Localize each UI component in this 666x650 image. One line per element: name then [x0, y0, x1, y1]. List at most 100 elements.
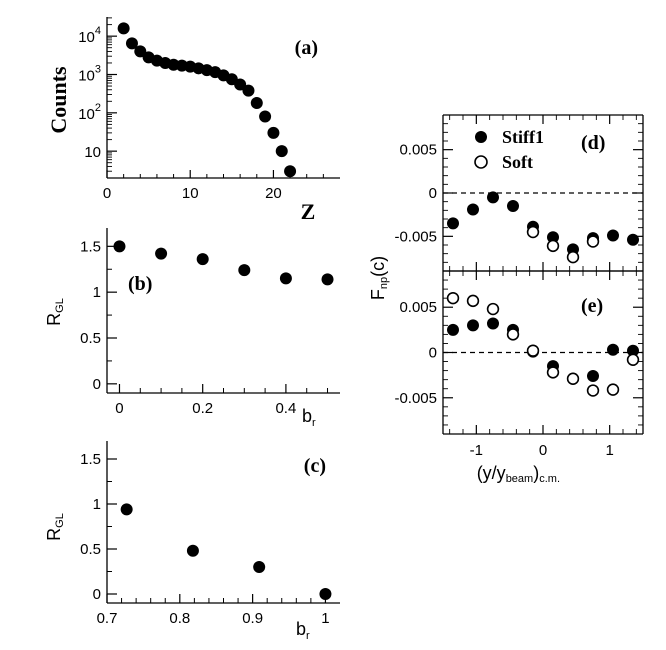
panel-b-data-point-5 [321, 273, 334, 286]
panel-e-xlabel: (y/ybeam)c.m. [477, 463, 560, 485]
panel-c-ytick-label-2: 1 [93, 496, 101, 513]
panel-a-ytick-exp-0: 4 [95, 25, 101, 37]
panel-a-ytick-exp-2: 2 [95, 102, 101, 114]
panel-d-soft-point-2 [566, 250, 580, 264]
panel-a-label: (a) [295, 37, 318, 59]
panel-a-data-point-17 [259, 110, 272, 123]
panel-a-data-point-2 [134, 45, 147, 58]
panel-d-ytick-label-0: -0.005 [394, 228, 437, 245]
panel-b-label: (b) [128, 273, 152, 295]
panel-a-ytick-base-2: 10 [78, 106, 95, 123]
panel-a-data-point-18 [267, 126, 280, 139]
panel-d: -0.005 0 0.005 [394, 114, 644, 272]
panel-a-xtick-label-1: 10 [182, 185, 199, 202]
panel-e-xtick-label-1: 0 [539, 442, 547, 459]
panel-e-soft-point-4 [526, 344, 540, 357]
panel-a-data-point-20 [284, 165, 297, 178]
panel-e-stiff1-point-0 [447, 323, 459, 336]
fnp-ylabel-sub: np [378, 277, 390, 289]
panel-b-ytick-label-3: 1.5 [80, 238, 101, 255]
panel-a-data-point-1 [125, 37, 138, 50]
panel-b-xlabel-main: b [302, 406, 312, 426]
panel-b-data-point-0 [113, 240, 126, 253]
panel-e-xtick-label-2: 1 [605, 442, 613, 459]
panel-b-data-point-4 [279, 272, 292, 285]
panel-c-data-point-2 [253, 561, 266, 573]
panel-e-xlabel-main: (y/y [477, 463, 506, 483]
panel-e-stiff1-point-1 [467, 319, 479, 332]
panel-a-data-point-14 [234, 78, 247, 91]
panel-d-stiff1-point-9 [627, 233, 639, 246]
panel-e-soft-point-8 [606, 383, 620, 396]
panel-e-soft-point-5 [546, 366, 560, 379]
panel-b-ylabel-sub: GL [54, 298, 66, 313]
panel-c-ylabel-sub: GL [54, 513, 66, 528]
panel-a-data-point-16 [250, 97, 263, 110]
panel-a-ytick-label-1: 103 [78, 64, 101, 85]
panel-e-xlabel-sub: beam [506, 473, 534, 485]
panel-b-ylabel-main: R [44, 313, 64, 326]
panel-b-xtick-label-0: 0 [115, 400, 123, 417]
panel-d-stiff1-point-0 [447, 217, 459, 230]
panel-e-soft-point-7 [586, 384, 600, 397]
panel-a-ytick-label-3: 10 [84, 144, 101, 161]
panel-e-soft-point-6 [566, 372, 580, 385]
panel-a-ytick-base-0: 10 [78, 29, 95, 46]
panel-a-xtick-label-2: 20 [265, 185, 282, 202]
panel-c: 0.7 0.8 0.9 1 0 0.5 1 1.5 [80, 441, 340, 627]
panel-c-ytick-label-0: 0 [93, 586, 101, 603]
panel-e-ytick-label-0: -0.005 [394, 390, 437, 407]
legend-filled-label: Stiff1 [502, 127, 544, 147]
panel-a-data-point-19 [275, 145, 288, 158]
panel-d-soft-point-0 [526, 225, 540, 239]
panel-b-xlabel: br [302, 406, 316, 429]
panel-c-ytick-label-3: 1.5 [80, 451, 101, 468]
fnp-ylabel-main: F [368, 289, 388, 300]
fnp-ylabel-suffix: (c) [368, 256, 388, 277]
panel-a-ytick-base-3: 10 [84, 144, 101, 161]
legend-open-label: Soft [502, 152, 533, 172]
panel-c-xlabel-sub: r [306, 630, 310, 642]
panel-b-ytick-label-2: 1 [93, 284, 101, 301]
legend-open-marker [474, 155, 488, 169]
panel-d-soft-point-3 [586, 235, 600, 248]
legend-filled-marker [475, 131, 487, 143]
panel-d-soft-point-1 [546, 239, 560, 253]
panel-c-ylabel: RGL [44, 513, 66, 541]
panel-d-label: (d) [581, 132, 605, 154]
panel-a-ytick-label-0: 104 [78, 25, 101, 46]
panel-c-xlabel: br [296, 619, 310, 642]
panel-c-label: (c) [304, 455, 326, 477]
panel-c-xtick-label-2: 0.9 [242, 610, 263, 627]
panel-e-stiff1-point-7 [587, 370, 599, 383]
panel-e-soft-point-9 [626, 353, 640, 366]
panel-b-data-point-3 [238, 264, 251, 277]
panel-b-ylabel: RGL [44, 298, 66, 326]
panel-b-data-point-1 [155, 247, 168, 260]
panel-e-stiff1-point-8 [607, 343, 619, 356]
panel-a-data-point-15 [242, 84, 255, 97]
panel-a-ytick-exp-1: 3 [95, 64, 101, 76]
panel-c-xlabel-main: b [296, 619, 306, 639]
panel-b-ytick-label-1: 0.5 [80, 330, 101, 347]
panel-b-xlabel-sub: r [312, 417, 316, 429]
panel-e-stiff1-point-9 [627, 344, 639, 357]
panel-e: -0.005 0 0.005 -1 0 1 [394, 270, 644, 459]
panel-e-xtick-label-0: -1 [470, 442, 483, 459]
fnp-ylabel: Fnp(c) [368, 256, 390, 300]
panel-e-soft-point-1 [466, 294, 480, 308]
panel-e-xlabel-suffix: ) [533, 463, 539, 483]
panel-e-soft-point-0 [446, 291, 460, 305]
panel-c-data-point-0 [120, 503, 133, 516]
panel-b-xtick-label-2: 0.4 [275, 400, 296, 417]
panel-c-ylabel-main: R [44, 528, 64, 541]
panel-a-ylabel: Counts [46, 66, 71, 134]
panel-d-stiff1-point-8 [607, 229, 619, 242]
panel-d-stiff1-point-2 [487, 191, 499, 204]
panel-a-ytick-label-2: 102 [78, 102, 101, 123]
panel-d-ytick-label-2: 0.005 [399, 142, 437, 159]
panel-a-xlabel: Z [301, 199, 316, 224]
panel-e-stiff1-point-2 [487, 317, 499, 330]
